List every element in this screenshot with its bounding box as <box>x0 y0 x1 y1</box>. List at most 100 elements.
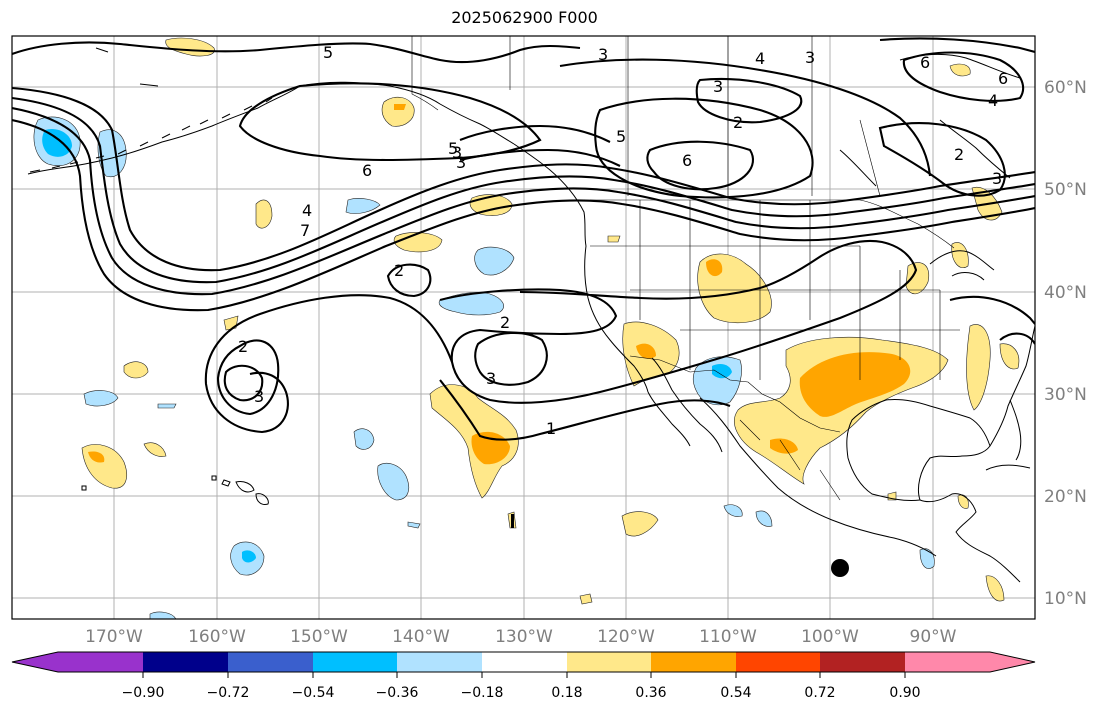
east-coast <box>989 325 1035 461</box>
yellow-patch-east-4 <box>966 324 991 411</box>
lon-label: 140°W <box>392 627 450 647</box>
contour-jet-4 <box>12 118 1035 312</box>
lon-label: 130°W <box>495 627 553 647</box>
contour-label: 3 <box>254 387 264 406</box>
hawaii-2 <box>235 481 255 493</box>
colorbar-bin <box>397 652 482 672</box>
orange-core-texas <box>799 352 911 417</box>
colorbar-under-arrow <box>12 652 58 672</box>
aleutian-islands <box>29 47 273 173</box>
gulf-coast <box>846 399 991 501</box>
colorbar-tick-label: −0.54 <box>292 685 335 701</box>
contour-3-hook <box>216 339 280 416</box>
contour-canada-2 <box>695 77 803 124</box>
colorbar-bin <box>651 652 736 672</box>
blue-patch-15 <box>407 521 421 529</box>
contour-label: 4 <box>755 49 765 68</box>
contour-label: 3 <box>598 45 608 64</box>
yellow-patch-12 <box>579 593 593 605</box>
contour-ne-6 <box>902 51 1025 102</box>
yellow-patch-10 <box>143 442 167 457</box>
yellow-patch-east-5 <box>999 343 1020 370</box>
contour-label: 3 <box>456 153 466 172</box>
colorbar-bin <box>228 652 313 672</box>
contour-label: 2 <box>394 261 404 280</box>
orange-core-socal <box>636 343 656 359</box>
colorbar-over-arrow <box>905 652 1035 672</box>
contour-2-hook <box>204 294 453 434</box>
contour-label: 2 <box>733 113 743 132</box>
contour-5-top <box>12 41 581 64</box>
contour-3-small <box>223 364 264 402</box>
contour-label: 2 <box>500 313 510 332</box>
mexico-west-coast <box>699 397 937 557</box>
blue-patch-8 <box>157 403 177 409</box>
blue-patch-13 <box>755 510 773 527</box>
colorbar-tick-label: 0.90 <box>889 685 920 701</box>
us-states-row1 <box>590 200 941 380</box>
us-west-coast <box>584 245 649 393</box>
contour-5-pass <box>459 124 611 143</box>
blue-patch-alaska-gulf-west-core <box>42 128 72 157</box>
contour-alaska-loop <box>238 82 542 162</box>
blue-patch-4 <box>474 246 515 276</box>
yellow-patch-2-core <box>394 104 406 110</box>
contour-east-3 <box>949 295 1035 325</box>
contour-east-small <box>999 332 1035 345</box>
political-borders <box>411 36 960 501</box>
great-lakes <box>929 250 995 281</box>
contour-label: 5 <box>448 139 458 158</box>
colorbar-tick-label: −0.36 <box>376 685 419 701</box>
colorbar-outline <box>11 651 1036 673</box>
contour-canada-5 <box>594 97 814 199</box>
contour-canada-6 <box>646 140 755 191</box>
lat-tick-labels: 10°N 20°N 30°N 40°N 50°N 60°N <box>1044 78 1087 609</box>
colorbar-bin <box>58 652 143 672</box>
yellow-patch-7 <box>123 361 149 379</box>
blue-patch-14 <box>919 548 935 569</box>
contour-label: 7 <box>300 221 310 240</box>
lon-label: 120°W <box>597 627 655 647</box>
baja-coast <box>647 357 723 453</box>
yellow-patch-central-am <box>985 575 1005 602</box>
lon-label: 110°W <box>699 627 757 647</box>
contour-canada-3 <box>559 58 932 177</box>
contour-lines <box>12 37 1035 441</box>
lon-label: 90°W <box>910 627 957 647</box>
contour-label: 4 <box>302 201 312 220</box>
lat-label: 40°N <box>1044 283 1087 303</box>
contour-ne-2 <box>878 122 1006 197</box>
colorbar-tick-label: 0.18 <box>551 685 582 701</box>
lat-label: 30°N <box>1044 385 1087 405</box>
contour-jet-2 <box>12 96 1035 284</box>
orange-core-idaho <box>706 259 723 277</box>
colorbar-tick-label: −0.72 <box>207 685 250 701</box>
contour-2-big <box>439 239 918 404</box>
colorbar-tick-label: 0.54 <box>720 685 751 701</box>
tick-feature <box>511 514 514 528</box>
yellow-patch-2 <box>381 96 415 127</box>
yellow-patch-east-2 <box>951 242 969 268</box>
colorbar-bin <box>313 652 397 672</box>
cuba-coast <box>985 464 1031 471</box>
contour-label: 3 <box>992 169 1002 188</box>
lat-label: 10°N <box>1044 589 1087 609</box>
contour-label-group: 5 3 3 4 3 6 2 5 3 6 4 7 5 3 6 2 3 2 3 2 … <box>238 43 1008 438</box>
yellow-patch-3 <box>255 199 273 229</box>
colorbar-bin <box>736 652 820 672</box>
blue-patch-6-core <box>712 364 732 379</box>
colorbar: −0.90 −0.72 −0.54 −0.36 −0.18 0.18 0.36 … <box>11 651 1036 701</box>
yellow-patch-11 <box>621 511 659 537</box>
contour-1 <box>439 379 731 441</box>
map-title: 2025062900 F000 <box>451 8 598 27</box>
contour-label: 3 <box>713 77 723 96</box>
colorbar-tick-label: 0.72 <box>804 685 835 701</box>
canada-provinces <box>509 36 881 197</box>
contour-label: 2 <box>238 337 248 356</box>
yellow-patch-east-3 <box>905 262 930 295</box>
lon-label: 160°W <box>188 627 246 647</box>
lat-label: 20°N <box>1044 487 1087 507</box>
colorbar-bin <box>482 652 567 672</box>
colorbar-tick-label: 0.36 <box>635 685 666 701</box>
